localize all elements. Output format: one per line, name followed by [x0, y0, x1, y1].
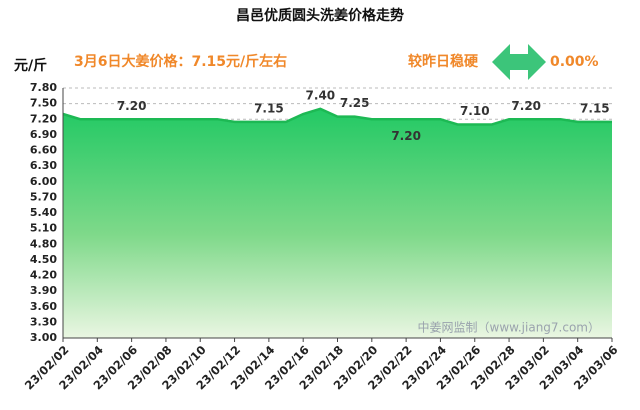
- y-tick-label: 5.40: [30, 206, 57, 219]
- area: [63, 108, 612, 338]
- data-label: 7.40: [306, 88, 336, 102]
- y-tick-label: 7.80: [30, 81, 57, 94]
- y-tick-label: 7.20: [30, 112, 57, 125]
- y-tick-label: 6.90: [30, 128, 57, 141]
- y-axis-label: 元/斤: [14, 57, 47, 74]
- change-label: 较昨日稳硬: [408, 53, 479, 70]
- y-tick-label: 4.20: [30, 269, 57, 282]
- y-tick-label: 6.60: [30, 144, 57, 157]
- y-tick-label: 3.90: [30, 284, 57, 297]
- data-label: 7.20: [117, 99, 147, 113]
- line: [62, 107, 612, 126]
- double-arrow: [492, 44, 546, 80]
- y-tick-label: 5.70: [30, 190, 57, 203]
- data-label: 7.15: [580, 101, 610, 115]
- y-tick-label: 4.80: [30, 237, 57, 250]
- plot: 3.00 3.30 3.60 3.90 4.20 4.50 4.80 5.10 5.40 5.70…: [22, 81, 621, 392]
- y-tick-label: 3.00: [30, 331, 57, 344]
- y-tick-label: 3.30: [30, 315, 57, 328]
- data-label: 7.20: [511, 99, 541, 113]
- data-label: 7.10: [460, 104, 490, 118]
- data-label: 7.20: [391, 129, 421, 143]
- data-label: 7.15: [254, 101, 284, 115]
- y-tick-label: 7.50: [30, 97, 57, 110]
- change-value: 0.00%: [550, 54, 599, 70]
- y-tick-label: 3.60: [30, 300, 57, 313]
- annotation: 3月6日大姜价格：7.15元/斤左右: [74, 53, 287, 70]
- watermark: 中姜网监制（www.jiang7.com）: [418, 320, 600, 335]
- y-tick-label: 6.00: [30, 175, 57, 188]
- y-tick-label: 4.50: [30, 253, 57, 266]
- y-tick-label: 5.10: [30, 222, 57, 235]
- y-tick-label: 6.30: [30, 159, 57, 172]
- data-label: 7.25: [340, 96, 370, 110]
- chart-title: 昌邑优质圆头洗姜价格走势: [236, 7, 404, 24]
